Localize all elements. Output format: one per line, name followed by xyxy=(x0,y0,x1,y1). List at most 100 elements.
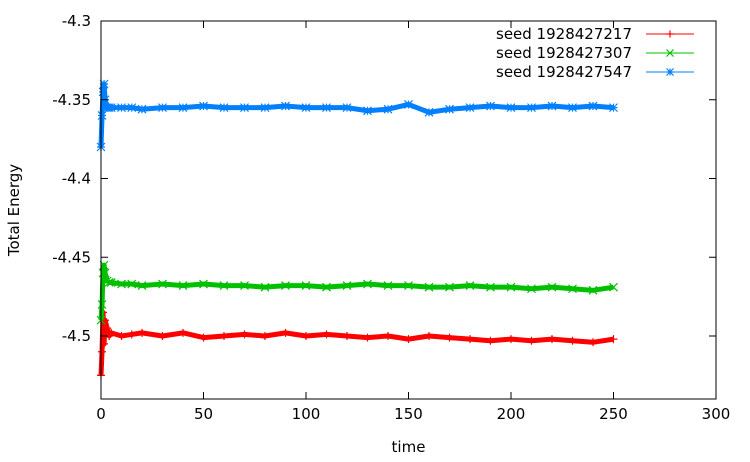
x-tick-label: 0 xyxy=(96,405,106,423)
plot-marks xyxy=(96,79,618,380)
data-point xyxy=(106,278,116,287)
y-tick-label: -4.45 xyxy=(52,248,91,266)
data-point xyxy=(219,281,229,291)
data-point xyxy=(445,282,454,292)
data-point xyxy=(199,333,208,342)
data-point xyxy=(104,278,114,287)
data-point xyxy=(158,279,167,289)
data-point xyxy=(363,333,372,342)
data-point xyxy=(261,332,269,340)
data-point xyxy=(281,101,290,111)
data-point xyxy=(199,279,208,289)
data-point xyxy=(301,281,311,291)
data-point xyxy=(404,281,413,291)
series-2 xyxy=(96,260,618,325)
y-axis-label: Total Energy xyxy=(5,164,23,257)
data-point xyxy=(106,103,116,113)
data-point xyxy=(466,335,474,344)
data-point xyxy=(240,281,249,291)
data-point xyxy=(363,279,372,289)
data-point xyxy=(342,281,352,291)
data-point xyxy=(219,103,229,113)
data-point xyxy=(322,282,331,292)
y-tick-labels: -4.3 -4.35 -4.4 -4.45 -4.5 xyxy=(52,12,91,345)
data-point xyxy=(199,101,208,111)
data-point xyxy=(117,103,126,113)
x-tick-labels: 0 50 100 150 200 250 300 xyxy=(96,405,730,423)
data-point xyxy=(568,284,577,294)
data-point xyxy=(137,104,147,114)
data-point xyxy=(100,268,110,278)
series-1 xyxy=(97,308,618,380)
x-axis-label: time xyxy=(392,438,426,456)
data-point xyxy=(384,332,392,340)
data-point xyxy=(425,332,433,340)
data-point xyxy=(343,332,351,340)
y-tick-label: -4.4 xyxy=(62,170,91,188)
data-point xyxy=(117,332,126,340)
x-tick-label: 250 xyxy=(599,405,628,423)
data-point xyxy=(363,106,372,116)
axis-ticks xyxy=(100,20,717,399)
data-point xyxy=(506,103,516,113)
series-3 xyxy=(96,79,618,152)
data-point xyxy=(383,104,393,114)
series-line xyxy=(98,309,614,376)
data-point xyxy=(322,330,331,339)
data-point xyxy=(137,281,147,291)
data-point xyxy=(98,87,108,97)
data-point xyxy=(117,279,126,289)
x-tick-label: 100 xyxy=(292,405,321,423)
data-point xyxy=(404,100,413,109)
data-point xyxy=(98,268,108,278)
data-point xyxy=(445,333,454,342)
x-tick-label: 50 xyxy=(194,405,213,423)
data-point xyxy=(589,338,597,347)
x-tick-label: 200 xyxy=(497,405,526,423)
legend-entry-marker xyxy=(666,68,674,76)
data-point xyxy=(127,103,137,113)
legend-entry-marker xyxy=(666,49,674,57)
data-point xyxy=(609,103,618,113)
data-point xyxy=(99,79,109,89)
data-point xyxy=(527,103,536,113)
legend-entry-label: seed 1928427307 xyxy=(496,44,632,62)
data-point xyxy=(127,279,137,289)
data-point xyxy=(548,335,556,344)
data-point xyxy=(322,103,331,113)
y-tick-label: -4.3 xyxy=(62,12,91,30)
data-point xyxy=(302,332,310,340)
data-point xyxy=(486,336,495,345)
data-point xyxy=(404,335,413,344)
data-point xyxy=(486,101,495,111)
data-point xyxy=(97,111,107,120)
data-point xyxy=(107,328,116,337)
data-point xyxy=(527,336,536,345)
data-point xyxy=(240,330,249,339)
data-point xyxy=(507,335,515,344)
data-point xyxy=(342,103,352,113)
data-point xyxy=(281,328,290,337)
data-point xyxy=(506,282,516,292)
data-point xyxy=(486,282,495,292)
data-point xyxy=(424,282,434,292)
data-point xyxy=(179,328,187,337)
legend-entry-label: seed 1928427217 xyxy=(496,25,632,43)
x-tick-label: 300 xyxy=(702,405,731,423)
y-tick-label: -4.5 xyxy=(62,327,91,345)
data-point xyxy=(260,103,270,113)
data-point xyxy=(158,332,167,340)
data-point xyxy=(260,282,270,292)
data-point xyxy=(588,101,598,111)
data-point xyxy=(383,281,393,291)
y-tick-label: -4.35 xyxy=(52,91,91,109)
data-point xyxy=(127,330,136,339)
data-point xyxy=(138,328,146,337)
data-point xyxy=(220,332,228,340)
data-point xyxy=(568,336,577,345)
data-point xyxy=(240,103,249,113)
data-point xyxy=(568,103,577,113)
data-point xyxy=(465,103,475,113)
